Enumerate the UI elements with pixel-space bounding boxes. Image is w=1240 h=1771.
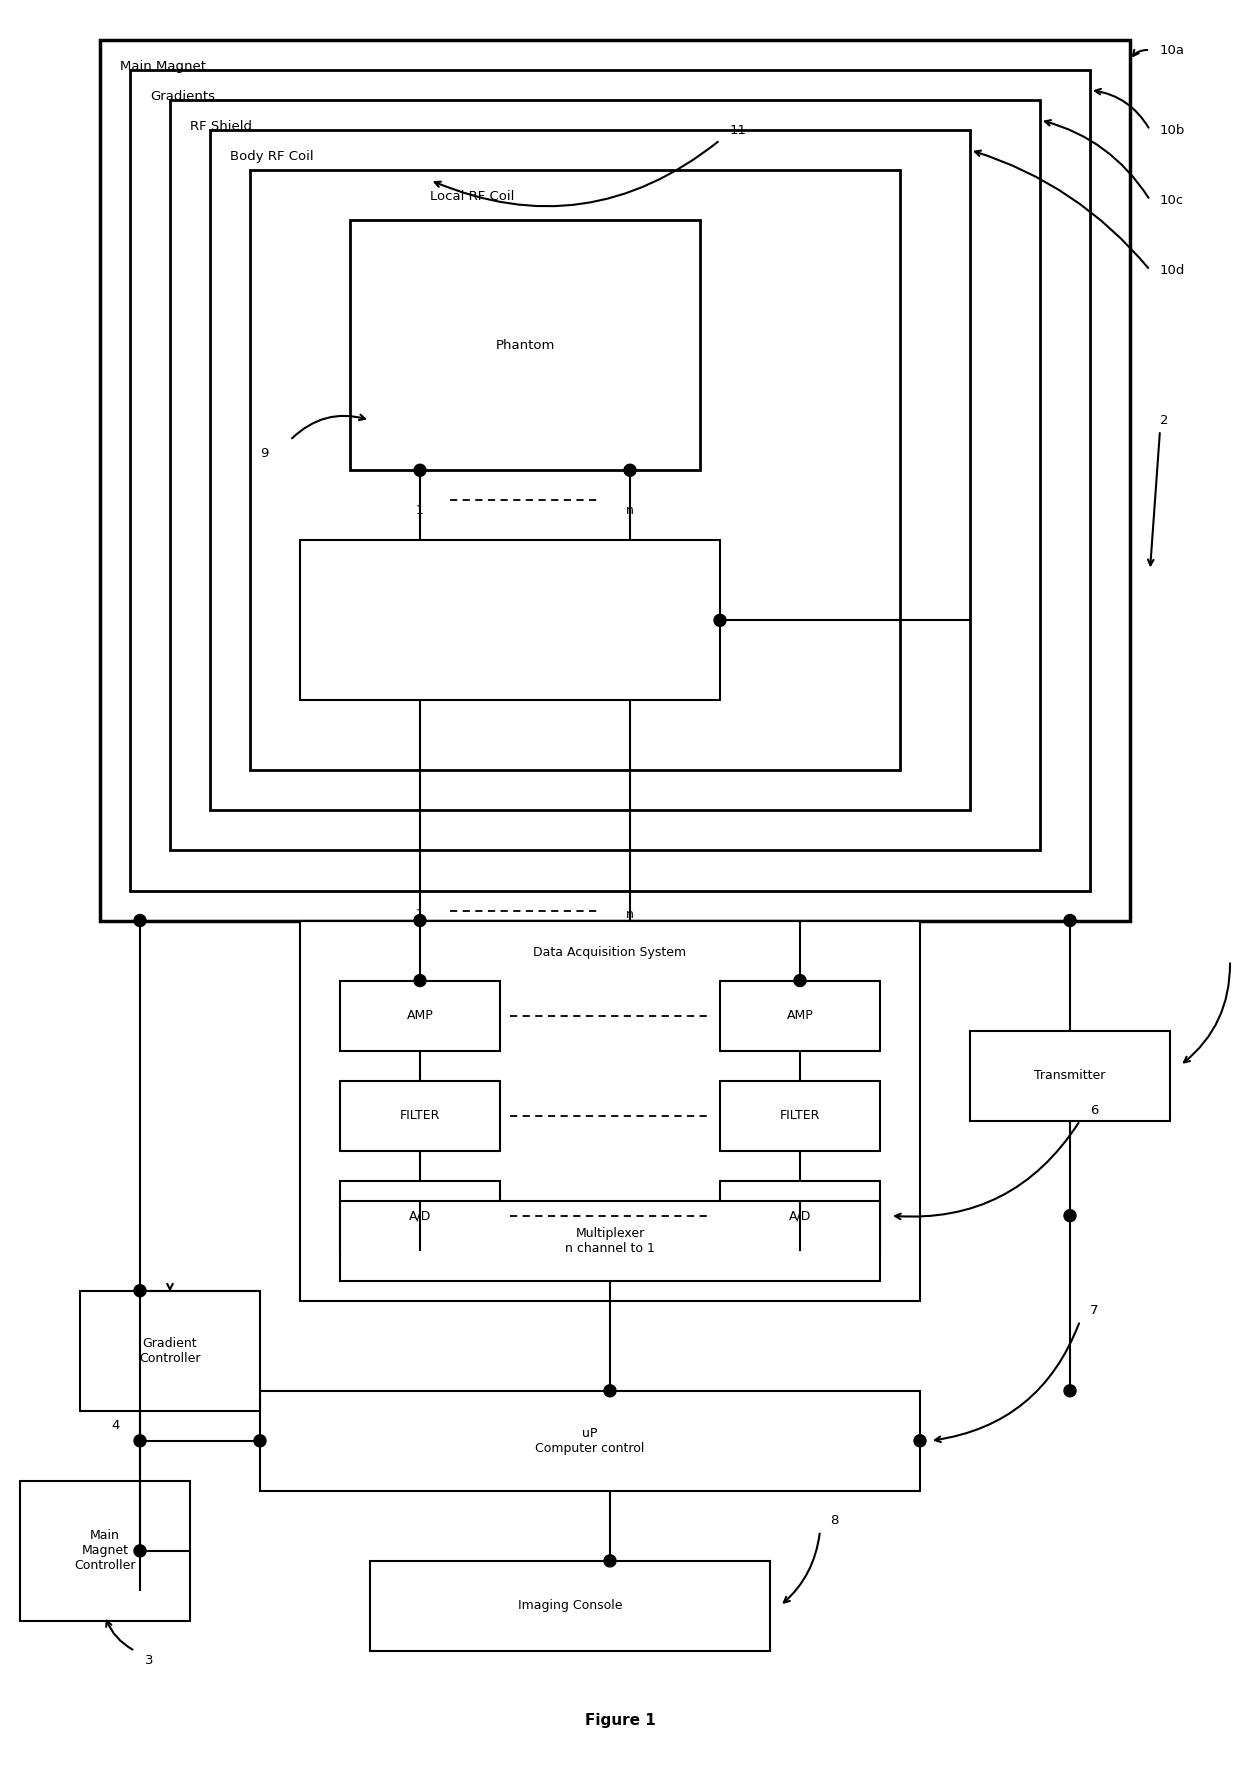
Bar [970, 1031, 1171, 1121]
Bar [720, 981, 880, 1050]
Text: AMP: AMP [407, 1009, 433, 1022]
Bar [260, 1390, 920, 1491]
Bar [720, 1181, 880, 1250]
Bar [250, 170, 900, 770]
Text: 9: 9 [260, 448, 268, 460]
Text: Data Acquisition System: Data Acquisition System [533, 946, 687, 958]
Text: 3: 3 [145, 1654, 154, 1668]
Text: Imaging Console: Imaging Console [518, 1599, 622, 1612]
Bar [720, 1080, 880, 1151]
Bar [20, 1481, 190, 1620]
Circle shape [414, 974, 427, 986]
Circle shape [134, 1544, 146, 1557]
Bar [340, 1181, 500, 1250]
Text: Transmitter: Transmitter [1034, 1070, 1106, 1082]
Bar [370, 1560, 770, 1651]
Text: 10d: 10d [1159, 264, 1185, 276]
Circle shape [914, 1435, 926, 1447]
Bar [81, 1291, 260, 1411]
Text: Main Magnet: Main Magnet [120, 60, 206, 73]
Circle shape [1064, 1385, 1076, 1397]
Circle shape [604, 1555, 616, 1567]
Circle shape [794, 974, 806, 986]
Circle shape [134, 914, 146, 926]
Text: Main
Magnet
Controller: Main Magnet Controller [74, 1530, 135, 1573]
Text: Figure 1: Figure 1 [584, 1714, 656, 1728]
Bar [210, 129, 970, 811]
Bar [340, 1080, 500, 1151]
Bar [300, 540, 720, 700]
Text: FILTER: FILTER [780, 1109, 820, 1123]
Text: 1: 1 [417, 503, 424, 517]
Text: uP
Computer control: uP Computer control [536, 1427, 645, 1454]
Text: RF Shield: RF Shield [190, 120, 252, 133]
Text: n: n [626, 503, 634, 517]
Text: Body RF Coil: Body RF Coil [229, 151, 314, 163]
Bar [130, 71, 1090, 891]
Circle shape [134, 1284, 146, 1296]
Text: 10a: 10a [1159, 44, 1185, 57]
Text: AMP: AMP [786, 1009, 813, 1022]
Text: 11: 11 [730, 124, 746, 136]
Circle shape [414, 914, 427, 926]
Text: A/D: A/D [789, 1210, 811, 1222]
Circle shape [624, 464, 636, 476]
Bar [340, 1201, 880, 1280]
Text: 1: 1 [417, 907, 424, 921]
Circle shape [414, 464, 427, 476]
Bar [340, 981, 500, 1050]
Bar [350, 220, 701, 471]
Text: Phantom: Phantom [495, 338, 554, 352]
Circle shape [134, 1435, 146, 1447]
Bar [170, 99, 1040, 850]
Text: Multiplexer
n channel to 1: Multiplexer n channel to 1 [565, 1227, 655, 1254]
Text: 7: 7 [1090, 1303, 1099, 1318]
Circle shape [1064, 1210, 1076, 1222]
Bar [100, 41, 1130, 921]
Text: Gradient
Controller: Gradient Controller [139, 1337, 201, 1365]
Text: 4: 4 [112, 1419, 120, 1433]
Text: 10c: 10c [1159, 193, 1184, 207]
Text: Gradients: Gradients [150, 90, 215, 103]
Text: n: n [626, 907, 634, 921]
Text: 6: 6 [1090, 1103, 1099, 1118]
Text: FILTER: FILTER [399, 1109, 440, 1123]
Circle shape [254, 1435, 267, 1447]
Text: 10b: 10b [1159, 124, 1185, 136]
Circle shape [1064, 914, 1076, 926]
Text: A/D: A/D [409, 1210, 432, 1222]
Text: 8: 8 [830, 1514, 838, 1527]
Bar [300, 921, 920, 1300]
Circle shape [604, 1385, 616, 1397]
Text: Local RF Coil: Local RF Coil [430, 189, 515, 204]
Text: 2: 2 [1159, 414, 1168, 427]
Circle shape [714, 615, 725, 627]
